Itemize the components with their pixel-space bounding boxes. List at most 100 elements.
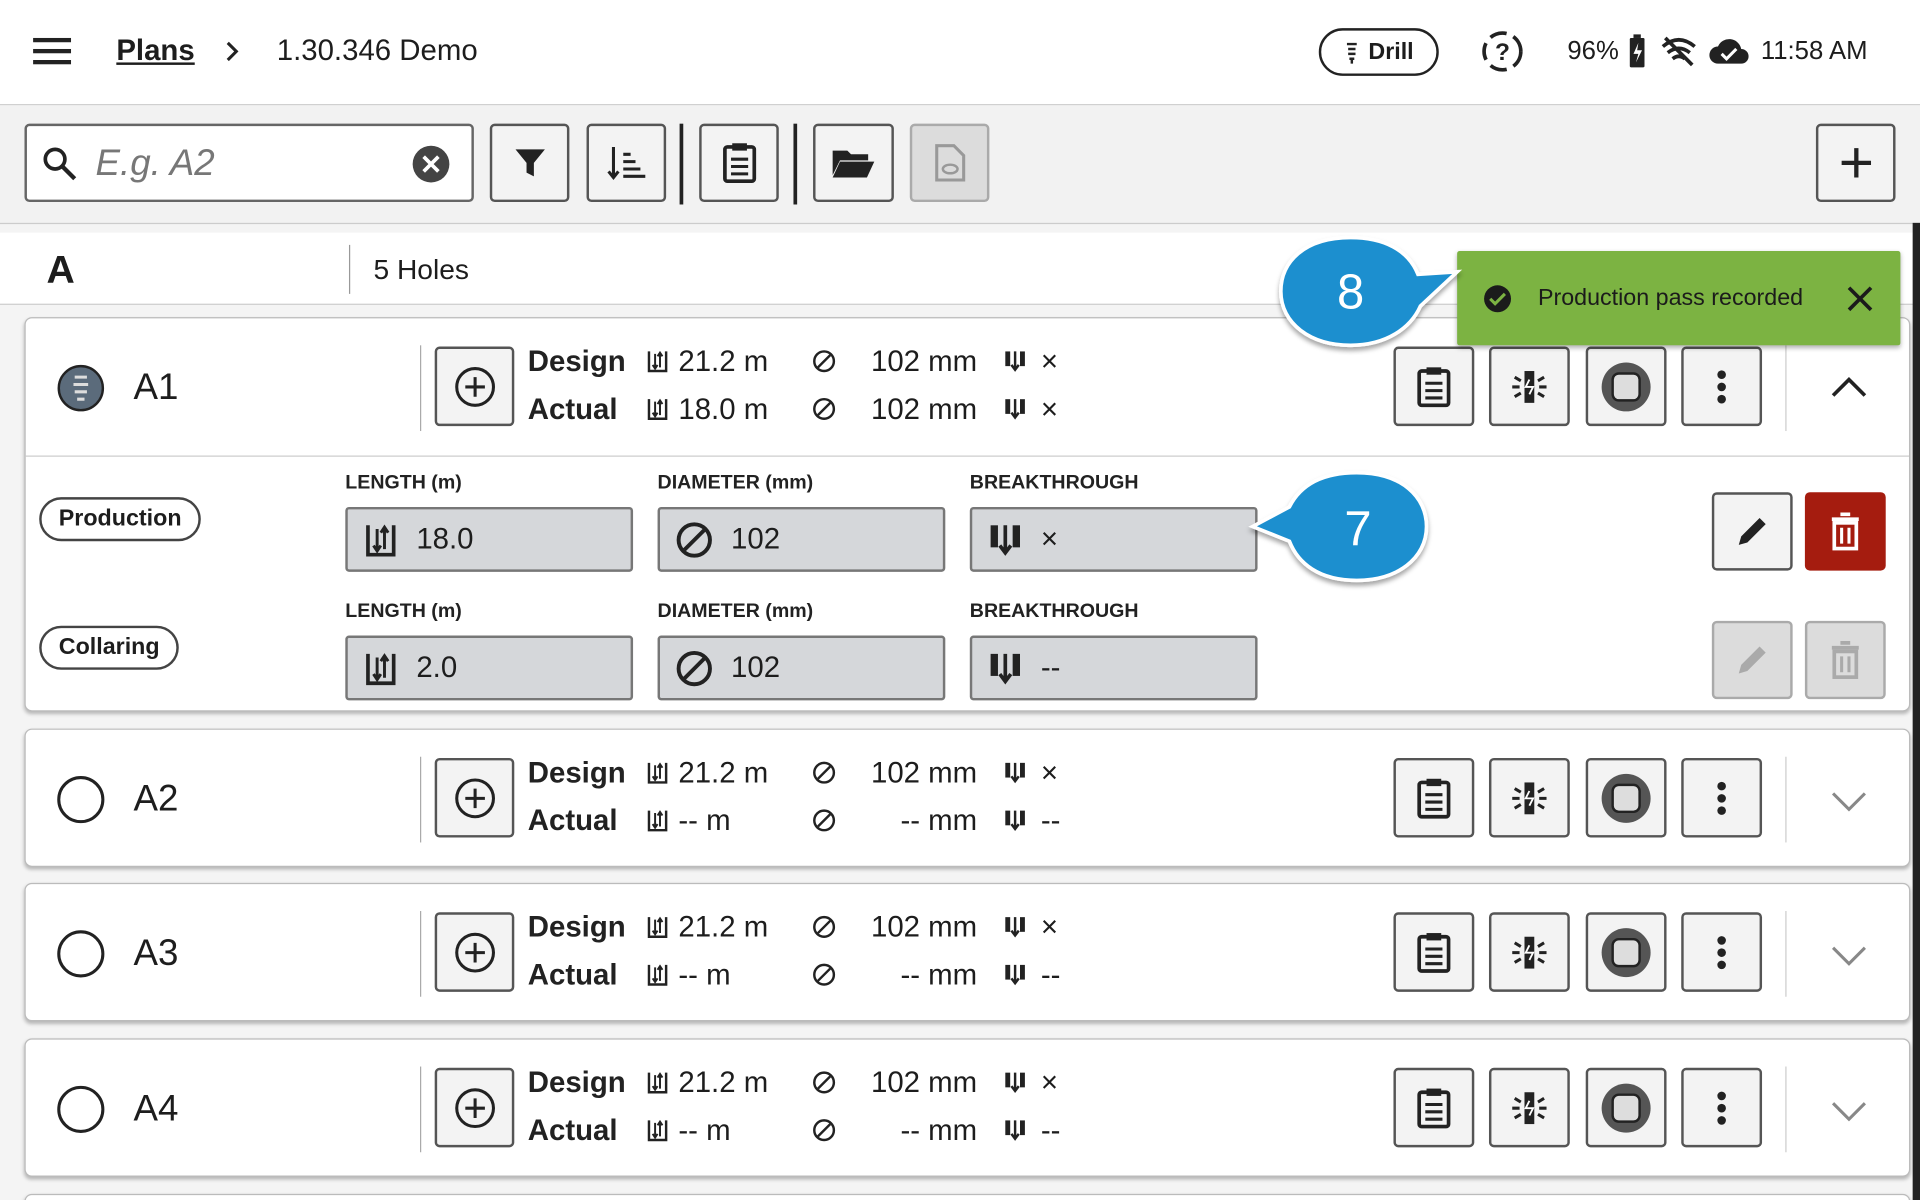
shape (1717, 1103, 1726, 1112)
hole-name: A1 (133, 367, 179, 408)
breadcrumb-link[interactable]: Plans (116, 34, 195, 68)
notes-button[interactable] (1393, 757, 1475, 838)
hole-card (24, 1193, 1911, 1201)
shape (651, 964, 664, 984)
callout: 8 (1278, 235, 1463, 348)
help-icon[interactable]: ? (1480, 29, 1524, 73)
hole-card: A3 Design 21.2 m 102 mm × Actual -- m --… (24, 882, 1911, 1022)
notes-button[interactable] (1393, 346, 1475, 427)
shape (1831, 1102, 1866, 1122)
shape (817, 813, 832, 828)
add-pass-button[interactable] (434, 346, 515, 427)
shape (645, 962, 669, 993)
shape (372, 523, 390, 554)
row-label: Actual (527, 804, 618, 838)
more-button[interactable] (1681, 346, 1763, 427)
diameter-value: 102 mm (870, 911, 978, 945)
success-icon (1484, 285, 1512, 313)
shape (454, 932, 495, 972)
blast-button[interactable] (1488, 1067, 1570, 1148)
delete-button[interactable] (1804, 492, 1886, 571)
shape (722, 145, 756, 184)
expand-button[interactable] (1831, 943, 1868, 967)
diameter-icon (676, 521, 712, 558)
blast-button[interactable] (1488, 757, 1570, 838)
add-pass-button[interactable] (434, 1067, 515, 1148)
add-button[interactable] (1815, 123, 1896, 203)
more-button[interactable] (1681, 1067, 1763, 1148)
notes-button[interactable] (1393, 912, 1475, 992)
breakthrough-icon (1005, 917, 1025, 938)
mode-pill[interactable]: Drill (1318, 28, 1439, 76)
shape (651, 762, 664, 782)
filter-button[interactable] (489, 123, 570, 203)
stop-button[interactable] (1585, 1067, 1667, 1148)
shape (60, 165, 77, 181)
length-icon (647, 916, 668, 938)
shape (812, 962, 836, 993)
shape (73, 375, 89, 401)
cloud-icon (1709, 39, 1749, 64)
clipboard-button[interactable] (699, 123, 779, 203)
shape: ? (1495, 39, 1510, 66)
shape (1012, 653, 1021, 676)
search-box[interactable]: E.g. A2 (24, 123, 474, 203)
group-name: A (46, 247, 75, 292)
divider (420, 756, 422, 843)
shape (422, 155, 440, 173)
add-pass-button[interactable] (434, 757, 515, 838)
battery-level: 96% (1567, 36, 1619, 65)
icon (1717, 1091, 1726, 1125)
blast-button[interactable] (1488, 912, 1570, 992)
preview-button[interactable] (909, 123, 990, 203)
stop-button[interactable] (1585, 912, 1667, 992)
shape (998, 524, 1013, 556)
toast-close[interactable] (1847, 285, 1874, 312)
shape (647, 1072, 668, 1094)
shape (1003, 808, 1027, 839)
shape (1425, 792, 1443, 811)
length-icon (647, 350, 668, 373)
clear-search[interactable] (411, 144, 450, 183)
edit-button[interactable] (1711, 620, 1793, 700)
more-button[interactable] (1681, 757, 1763, 838)
stop-button[interactable] (1585, 346, 1667, 427)
blast-button[interactable] (1488, 346, 1570, 427)
icon (454, 777, 495, 818)
add-pass-button[interactable] (434, 912, 515, 992)
more-button[interactable] (1681, 912, 1763, 992)
field: 102 (657, 635, 946, 701)
shape (817, 967, 832, 982)
collapse-button[interactable] (1831, 375, 1868, 399)
edit-button[interactable] (1711, 492, 1793, 571)
notes-button[interactable] (1393, 1067, 1475, 1148)
diameter-icon (813, 350, 836, 373)
sort-button[interactable] (586, 123, 667, 203)
icon (1831, 512, 1859, 551)
delete-button[interactable] (1804, 620, 1886, 700)
shape (817, 919, 832, 934)
shape (1010, 1072, 1020, 1094)
hole-name: A2 (133, 778, 179, 820)
shape (832, 161, 875, 178)
shape (1020, 762, 1025, 778)
menu-button[interactable] (33, 37, 72, 66)
shape (1425, 946, 1443, 965)
icon (454, 932, 495, 972)
field-label: DIAMETER (mm) (657, 472, 814, 494)
shape (1005, 762, 1011, 778)
shape (1010, 917, 1020, 938)
field: 2.0 (345, 635, 634, 701)
folder-button[interactable] (813, 123, 894, 203)
expand-button[interactable] (1831, 789, 1868, 813)
icon (1601, 927, 1651, 977)
shape (647, 351, 668, 373)
search-placeholder: E.g. A2 (95, 143, 215, 184)
shape (1417, 780, 1451, 818)
stop-button[interactable] (1585, 757, 1667, 838)
shape (1717, 1115, 1726, 1125)
expand-button[interactable] (1831, 1098, 1868, 1122)
length-icon (647, 762, 668, 784)
shape (1417, 368, 1451, 407)
